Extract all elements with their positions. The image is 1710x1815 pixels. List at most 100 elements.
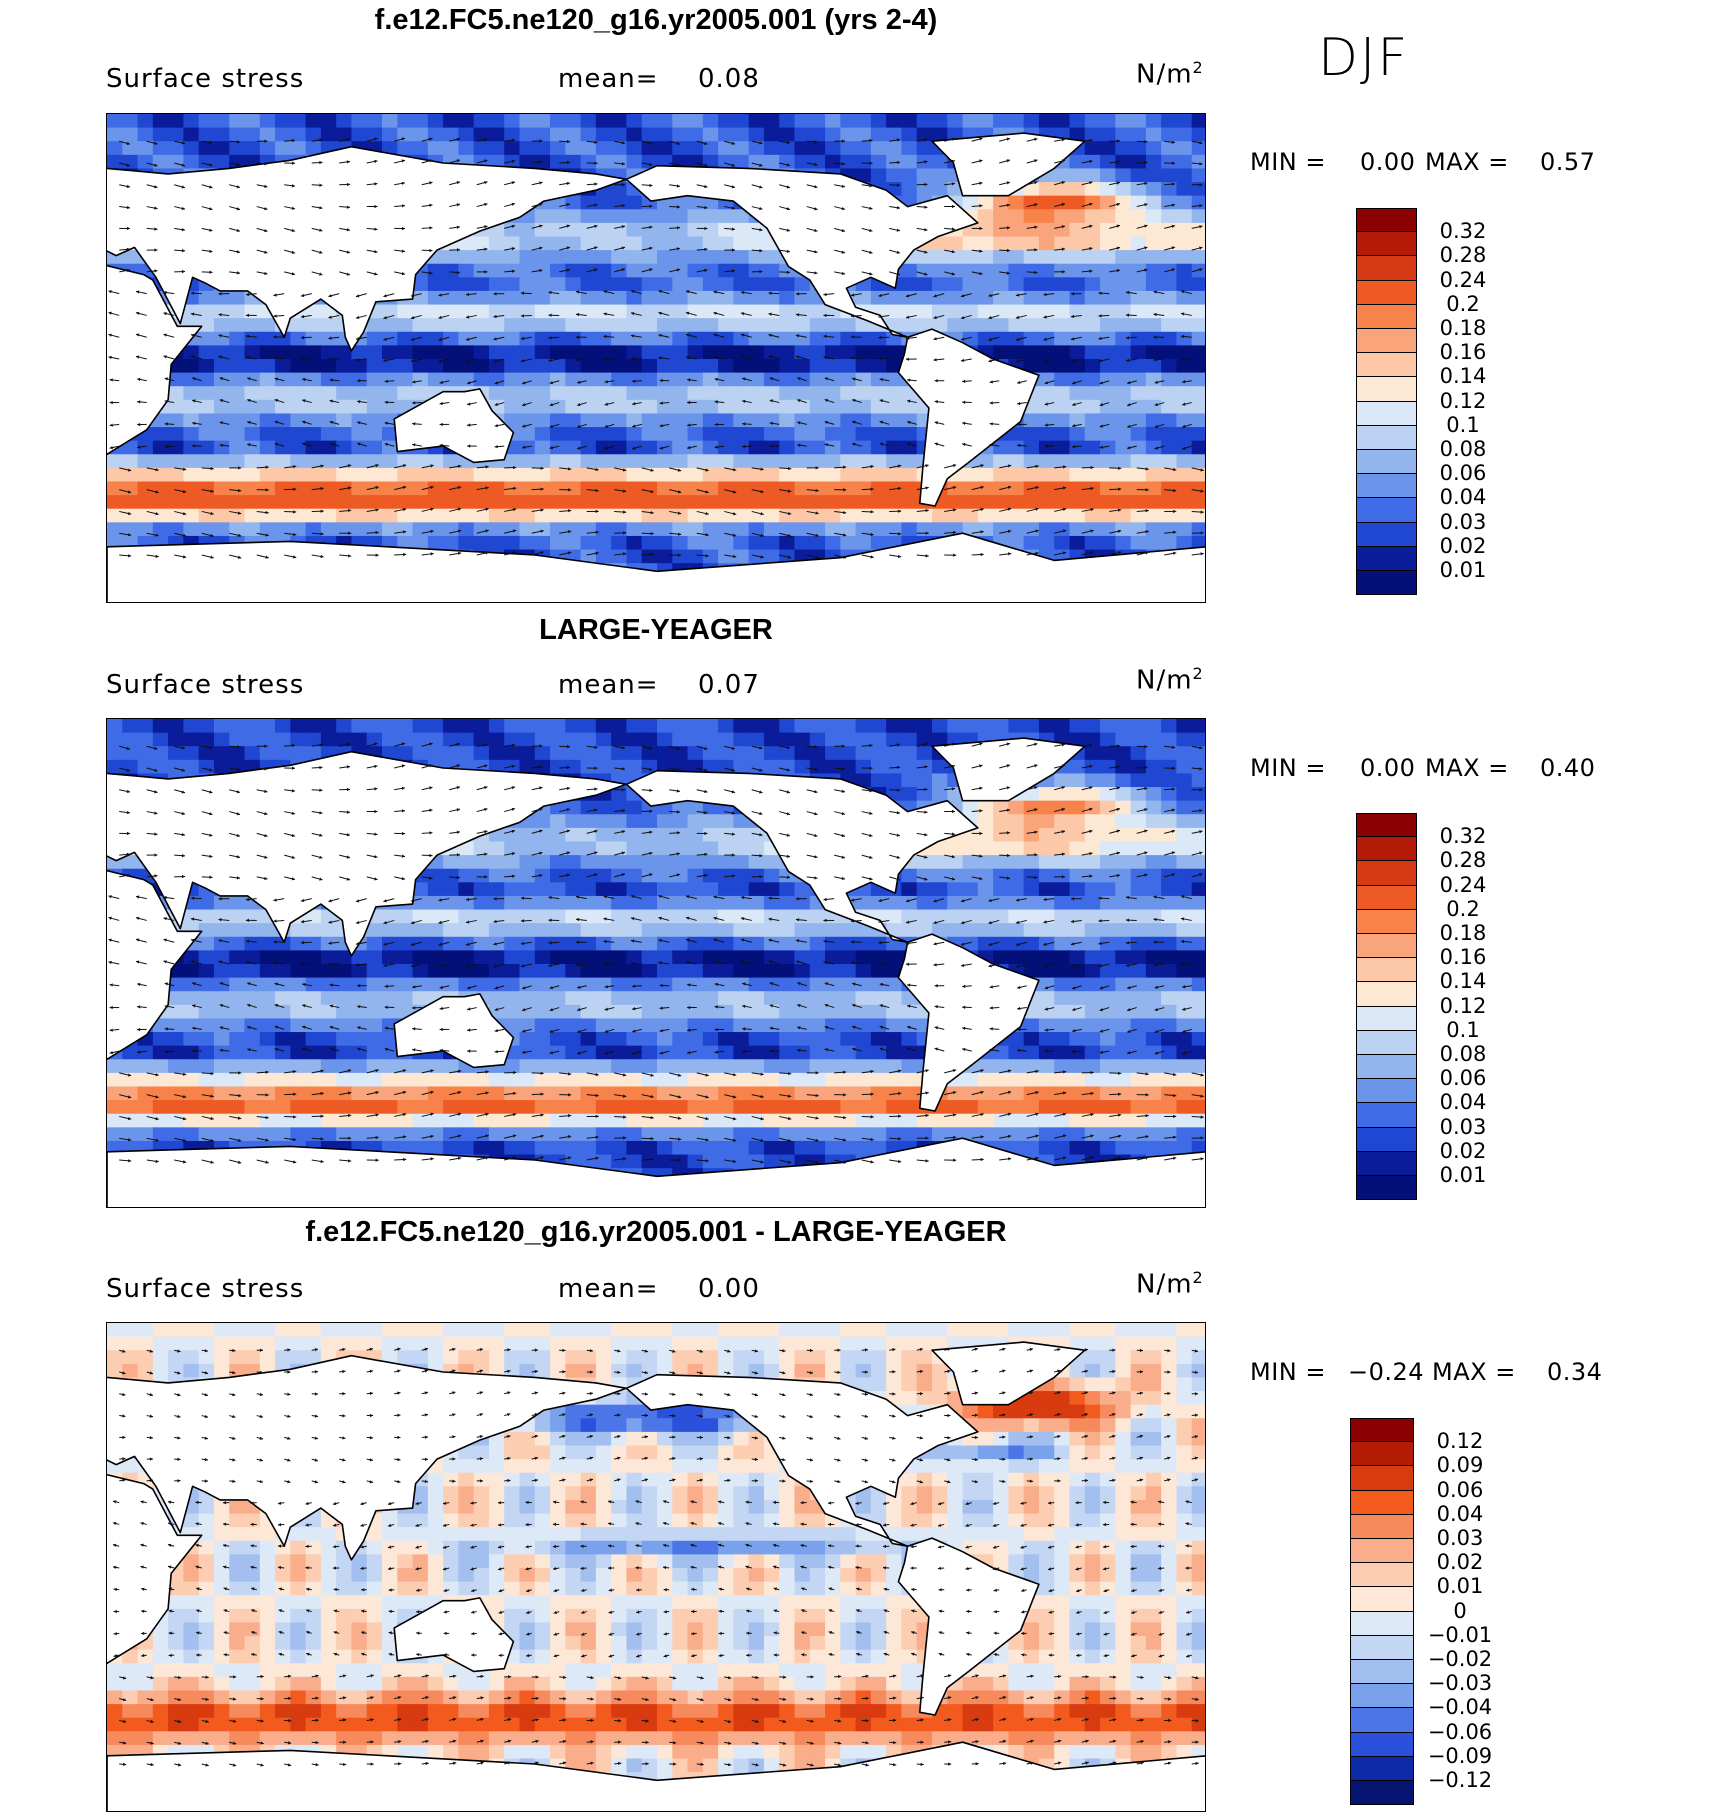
colorbar-swatch <box>1356 304 1417 329</box>
colorbar-tick-label: 0.01 <box>1439 558 1487 582</box>
colorbar-swatch <box>1350 1684 1414 1709</box>
panel-title: f.e12.FC5.ne120_g16.yr2005.001 - LARGE-Y… <box>305 1216 1007 1248</box>
max-value: 0.40 <box>1540 754 1596 782</box>
colorbar-swatch <box>1356 813 1417 838</box>
colorbar-swatch <box>1356 885 1417 910</box>
min-label: MIN = <box>1250 148 1326 176</box>
colorbar-swatch <box>1350 1514 1414 1539</box>
units-base: N/m <box>1136 1269 1193 1300</box>
colorbar-swatch <box>1356 1127 1417 1152</box>
colorbar-tick-label: 0 <box>1453 1598 1467 1623</box>
colorbar-tick-label: 0.02 <box>1439 1138 1487 1163</box>
units-exponent: 2 <box>1192 664 1204 683</box>
colorbar-tick-label: 0.09 <box>1436 1453 1484 1478</box>
colorbar-tick-label: 0.08 <box>1439 437 1487 461</box>
colorbar-swatch <box>1356 909 1417 934</box>
colorbar-swatch <box>1356 353 1417 378</box>
units-base: N/m <box>1136 665 1193 696</box>
max-label: MAX = <box>1432 1358 1516 1386</box>
colorbar-swatch <box>1356 498 1417 523</box>
panel-title: f.e12.FC5.ne120_g16.yr2005.001 (yrs 2-4) <box>374 4 938 36</box>
colorbar-swatch <box>1356 571 1417 596</box>
colorbar-swatch <box>1350 1611 1414 1636</box>
wind-stress-vectors <box>112 1347 1199 1767</box>
colorbar-tick-label: 0.12 <box>1439 993 1487 1018</box>
colorbar-swatch <box>1356 1103 1417 1128</box>
mean-label: mean= <box>558 1274 659 1304</box>
land-masses <box>107 132 1205 602</box>
colorbar-swatch <box>1356 861 1417 886</box>
colorbar-swatch <box>1350 1635 1414 1660</box>
colorbar-swatch <box>1356 1176 1417 1201</box>
mean-label: mean= <box>558 670 659 700</box>
max-value: 0.34 <box>1547 1358 1603 1386</box>
colorbar-tick-label: 0.01 <box>1436 1574 1484 1599</box>
units-base: N/m <box>1136 59 1193 90</box>
colorbar-tick-label: −0.09 <box>1427 1743 1493 1768</box>
colorbar-tick-label: 0.28 <box>1439 243 1487 268</box>
units-label: N/m2 <box>1136 58 1204 90</box>
max-label: MAX = <box>1425 148 1509 176</box>
units-exponent: 2 <box>1192 58 1204 77</box>
colorbar-swatch <box>1350 1756 1414 1781</box>
colorbar-frame <box>1356 208 1417 596</box>
colorbar-swatch <box>1356 1006 1417 1031</box>
colorbar-tick-label: 0.06 <box>1439 461 1487 486</box>
colorbar-swatch <box>1356 934 1417 959</box>
colorbar-tick-label: 0.32 <box>1439 824 1487 849</box>
min-value: −0.24 <box>1348 1358 1425 1386</box>
colorbar-tick-label: 0.16 <box>1439 340 1487 365</box>
colorbar-swatch <box>1356 1055 1417 1080</box>
variable-label: Surface stress <box>106 670 305 700</box>
stress-map <box>106 1322 1206 1812</box>
colorbar-tick-label: −0.02 <box>1427 1647 1493 1671</box>
colorbar-tick-label: 0.08 <box>1439 1042 1487 1066</box>
min-value: 0.00 <box>1360 148 1416 176</box>
colorbar-tick-label: −0.12 <box>1427 1768 1493 1792</box>
colorbar-swatch <box>1356 450 1417 475</box>
colorbar-swatch <box>1356 522 1417 547</box>
colorbar-swatch <box>1356 377 1417 402</box>
colorbar-tick-label: 0.14 <box>1439 364 1487 389</box>
colorbar-tick-label: 0.1 <box>1446 412 1480 437</box>
colorbar-tick-label: 0.18 <box>1439 316 1487 340</box>
colorbar-swatch <box>1350 1660 1414 1685</box>
colorbar-swatch <box>1350 1466 1414 1491</box>
min-value: 0.00 <box>1360 754 1416 782</box>
colorbar-swatch <box>1350 1490 1414 1515</box>
colorbar-tick-label: −0.03 <box>1427 1671 1493 1696</box>
colorbar-swatch <box>1356 546 1417 571</box>
colorbar-tick-label: 0.03 <box>1439 1114 1487 1139</box>
colorbar-swatch <box>1350 1442 1414 1467</box>
colorbar-swatch <box>1356 837 1417 862</box>
colorbar-swatch <box>1350 1563 1414 1588</box>
colorbar-swatch <box>1356 208 1417 233</box>
variable-label: Surface stress <box>106 1274 305 1304</box>
colorbar-tick-label: 0.1 <box>1446 1017 1480 1042</box>
colorbar-swatch <box>1356 474 1417 499</box>
colorbar-tick-label: 0.2 <box>1446 896 1480 921</box>
map-canvas <box>107 719 1205 1207</box>
colorbar-tick-label: 0.24 <box>1439 872 1487 897</box>
units-label: N/m2 <box>1136 1268 1204 1300</box>
colorbar-swatch <box>1350 1708 1414 1733</box>
colorbar-swatch <box>1356 425 1417 450</box>
season-label: DJF <box>1318 28 1410 88</box>
colorbar-tick-label: 0.12 <box>1439 388 1487 413</box>
colorbar-swatch <box>1350 1587 1414 1612</box>
min-label: MIN = <box>1250 754 1326 782</box>
colorbar-swatch <box>1350 1418 1414 1443</box>
units-exponent: 2 <box>1192 1268 1204 1287</box>
colorbar-tick-label: 0.14 <box>1439 969 1487 994</box>
min-label: MIN = <box>1250 1358 1326 1386</box>
colorbar-tick-label: 0.04 <box>1439 1090 1487 1115</box>
colorbar-frame <box>1350 1418 1414 1806</box>
colorbar-tick-label: 0.28 <box>1439 848 1487 873</box>
colorbar-tick-label: 0.2 <box>1446 291 1480 316</box>
colorbar-swatch <box>1350 1732 1414 1757</box>
map-canvas <box>107 1323 1205 1811</box>
colorbar-tick-label: 0.01 <box>1439 1163 1487 1187</box>
map-canvas <box>107 114 1205 602</box>
colorbar-swatch <box>1356 982 1417 1007</box>
colorbar-tick-label: 0.12 <box>1436 1429 1484 1454</box>
